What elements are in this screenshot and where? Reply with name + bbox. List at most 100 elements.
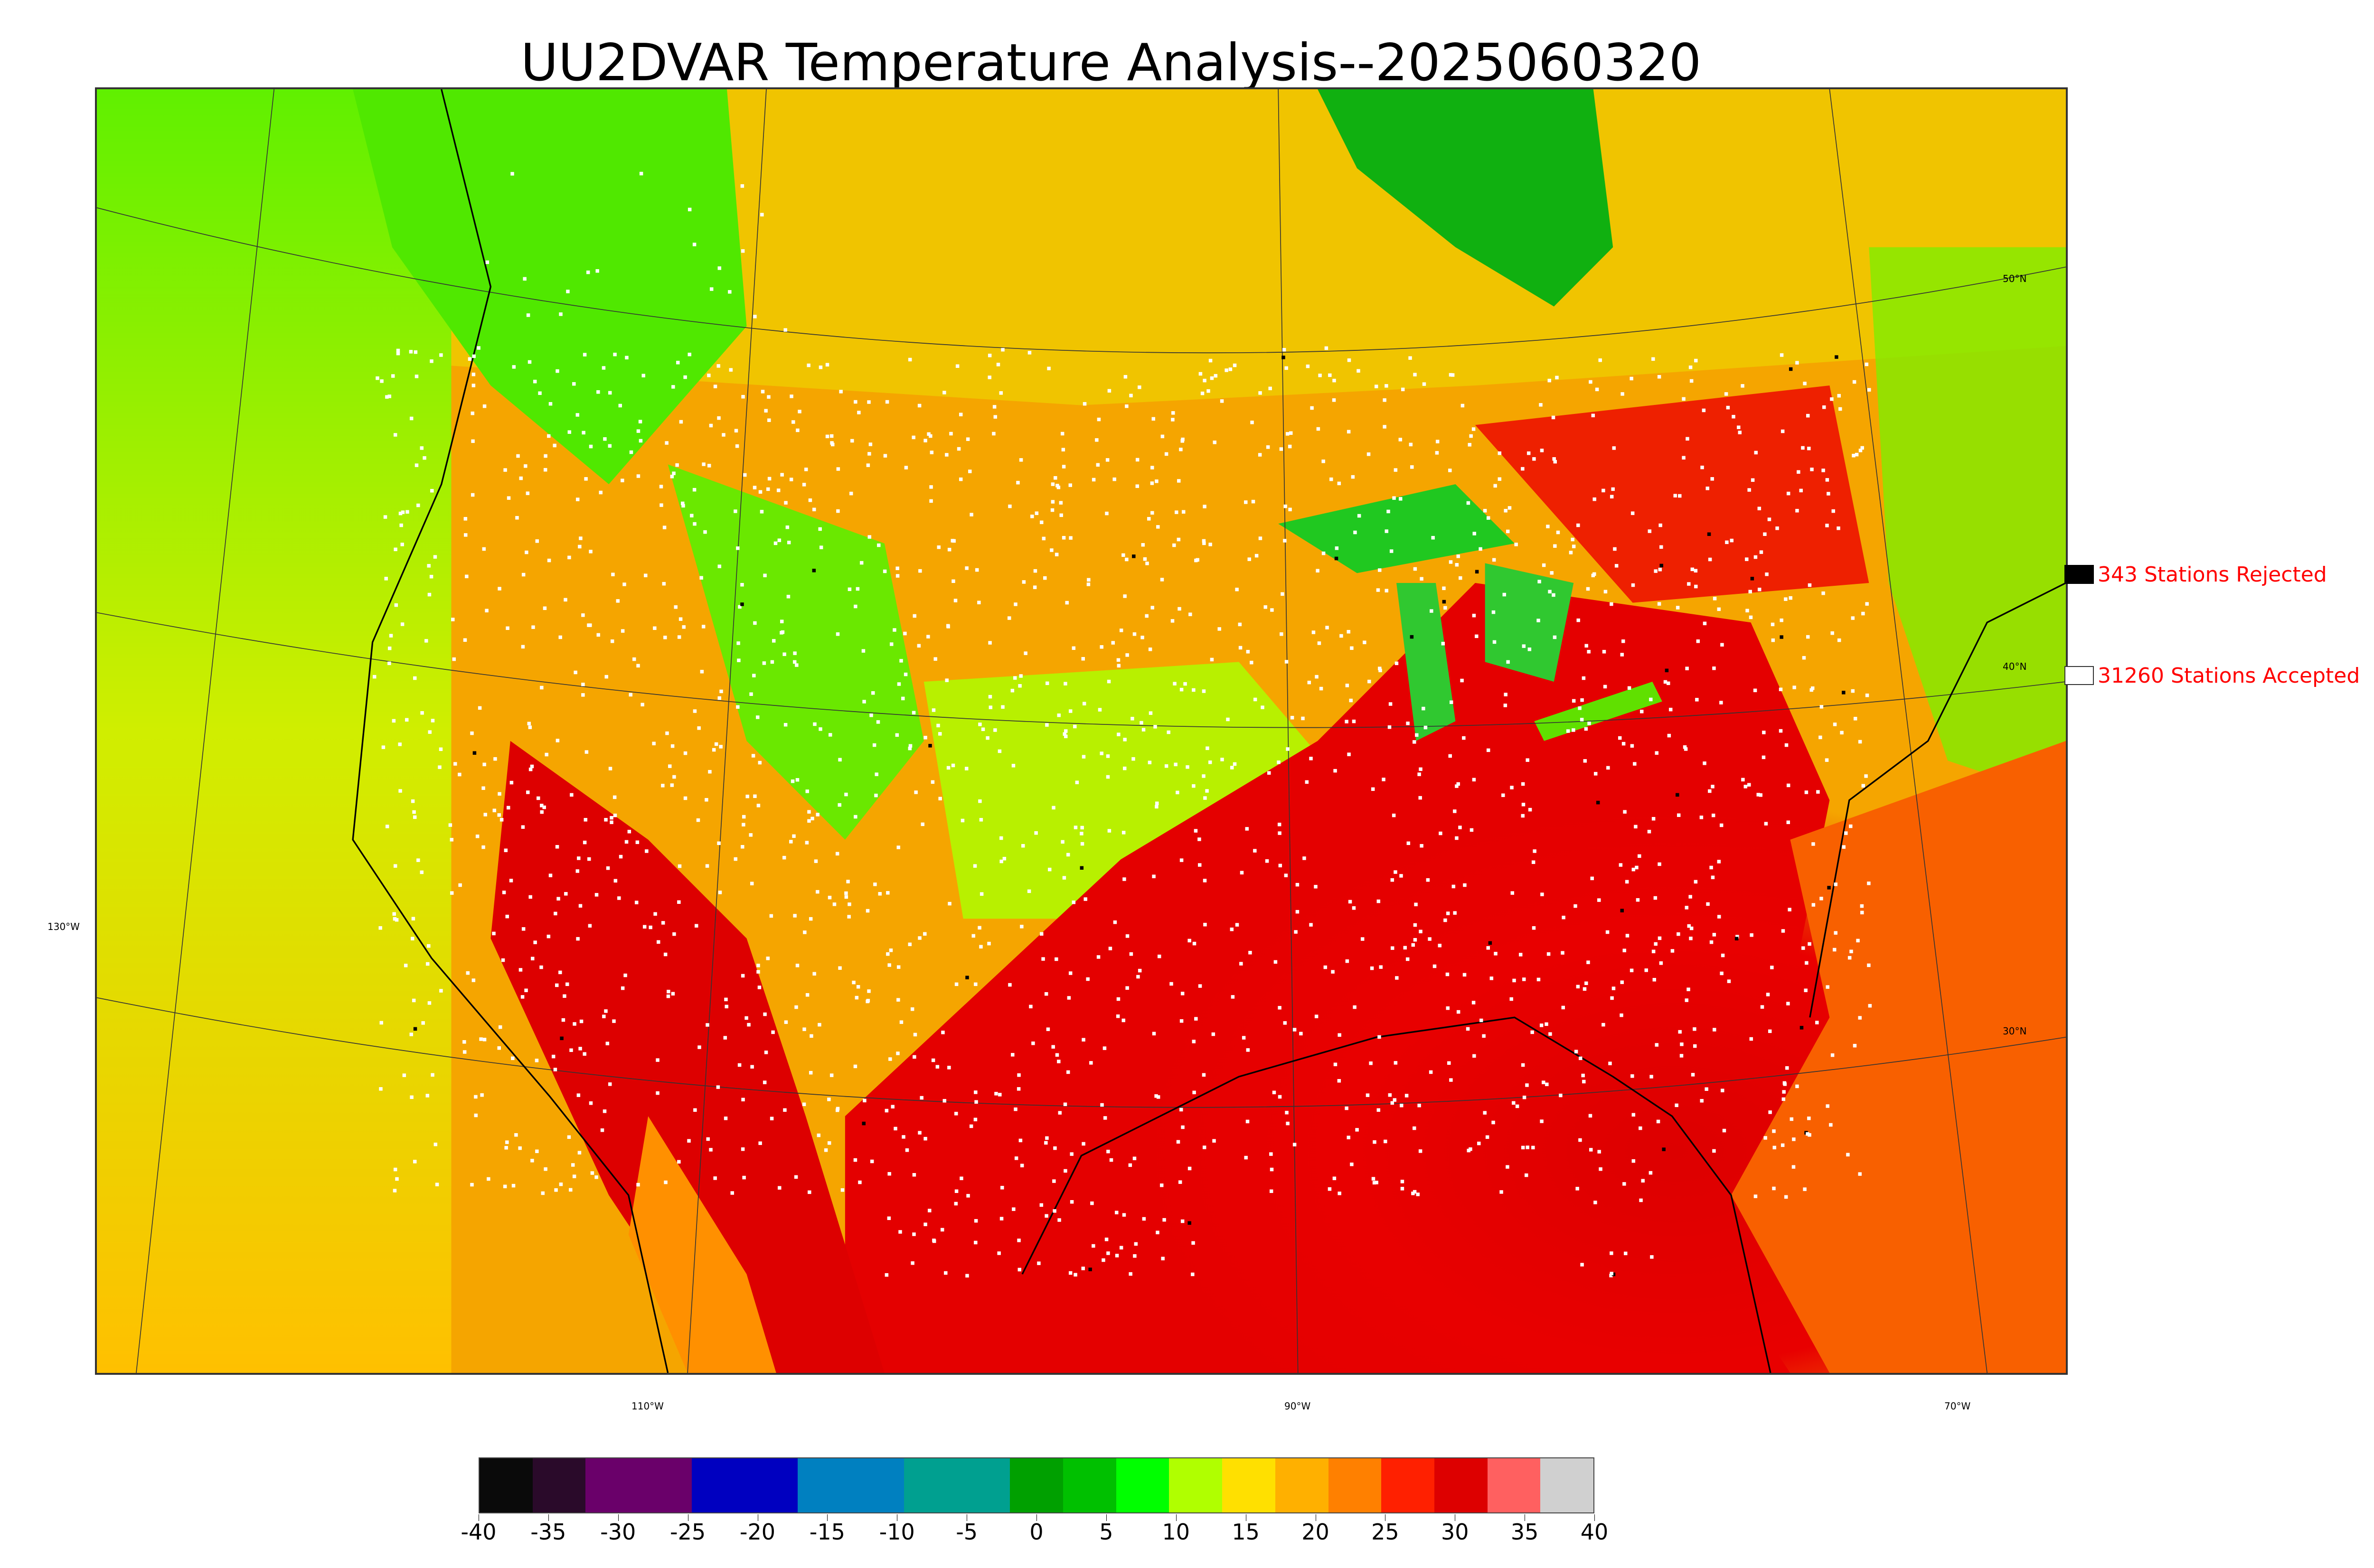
- station-marker: [538, 391, 542, 395]
- station-marker: [854, 400, 857, 404]
- station-marker: [1286, 1121, 1290, 1126]
- station-marker: [1442, 600, 1446, 604]
- station-marker: [1007, 616, 1011, 620]
- station-marker: [1080, 866, 1084, 870]
- station-marker: [795, 663, 799, 667]
- station-marker: [638, 420, 642, 423]
- station-marker: [497, 1046, 501, 1050]
- station-marker: [563, 994, 566, 998]
- station-marker: [1789, 367, 1793, 371]
- station-marker: [857, 411, 861, 414]
- station-marker: [482, 404, 487, 408]
- station-marker: [929, 434, 933, 438]
- station-marker: [1392, 496, 1396, 500]
- station-marker: [876, 720, 880, 724]
- station-marker: [1488, 941, 1492, 945]
- station-marker: [899, 659, 903, 663]
- station-marker: [1142, 1217, 1146, 1221]
- station-marker: [1013, 676, 1017, 680]
- station-marker: [736, 641, 740, 645]
- station-marker: [838, 966, 842, 970]
- station-marker: [1107, 389, 1112, 393]
- station-marker: [1245, 1119, 1250, 1124]
- station-marker: [1024, 651, 1027, 655]
- station-marker: [412, 810, 416, 814]
- station-marker: [1058, 1111, 1062, 1115]
- station-marker: [741, 394, 745, 399]
- station-marker: [578, 1047, 582, 1051]
- station-marker: [1751, 478, 1755, 482]
- station-marker: [1180, 439, 1184, 443]
- station-marker: [1662, 1147, 1666, 1151]
- station-marker: [945, 453, 949, 457]
- station-marker: [1008, 983, 1012, 987]
- station-marker: [1702, 408, 1706, 413]
- station-marker: [875, 772, 878, 776]
- station-marker: [1795, 509, 1799, 513]
- station-marker: [596, 390, 600, 394]
- station-marker: [525, 550, 528, 554]
- station-marker: [796, 428, 800, 432]
- station-marker: [1720, 643, 1724, 647]
- station-marker: [1721, 953, 1725, 958]
- colorbar-tick-label: 15: [1232, 1519, 1260, 1545]
- station-marker: [530, 1159, 534, 1163]
- station-marker: [1017, 1239, 1021, 1242]
- station-marker: [1228, 367, 1233, 371]
- station-marker: [1548, 590, 1552, 594]
- station-marker: [926, 635, 930, 638]
- station-marker: [569, 1048, 573, 1052]
- station-marker: [1858, 1172, 1862, 1176]
- station-marker: [735, 444, 739, 448]
- station-marker: [944, 1271, 948, 1275]
- station-marker: [974, 1240, 978, 1245]
- colorbar-segment: [1328, 1458, 1382, 1512]
- station-marker: [1283, 1021, 1287, 1025]
- station-marker: [652, 742, 656, 745]
- station-marker: [487, 1177, 490, 1181]
- station-marker: [1371, 787, 1375, 791]
- station-marker: [471, 384, 476, 387]
- station-marker: [1033, 585, 1037, 589]
- station-marker: [1639, 1126, 1642, 1130]
- station-marker: [1815, 1021, 1819, 1024]
- station-marker: [1191, 1272, 1195, 1277]
- station-marker: [612, 1019, 616, 1023]
- station-marker: [1181, 510, 1186, 514]
- station-marker: [577, 1151, 582, 1155]
- station-marker: [1576, 985, 1580, 989]
- station-marker: [1584, 644, 1588, 648]
- station-marker: [898, 1230, 902, 1234]
- station-marker: [1171, 411, 1175, 415]
- station-marker: [1655, 751, 1658, 755]
- station-marker: [1462, 736, 1466, 740]
- station-marker: [1763, 532, 1767, 536]
- station-marker: [1273, 960, 1278, 964]
- station-marker: [728, 290, 732, 294]
- station-marker: [1059, 513, 1063, 517]
- station-marker: [1072, 900, 1076, 904]
- station-marker: [1378, 667, 1382, 670]
- station-marker: [1589, 380, 1592, 384]
- station-marker: [1651, 357, 1655, 361]
- station-marker: [621, 629, 625, 633]
- station-marker: [1328, 373, 1332, 377]
- station-marker: [1693, 1027, 1696, 1031]
- station-marker: [1757, 587, 1762, 592]
- station-marker: [394, 547, 397, 552]
- station-marker: [817, 1133, 821, 1137]
- station-marker: [1860, 904, 1864, 908]
- station-marker: [1781, 1097, 1786, 1101]
- station-marker: [1366, 1093, 1370, 1097]
- legend-rejected: 343 Stations Rejected: [2064, 560, 2327, 589]
- station-marker: [1353, 530, 1357, 535]
- station-marker: [594, 893, 599, 897]
- station-marker: [1532, 926, 1536, 930]
- station-marker: [1640, 710, 1644, 714]
- station-marker: [917, 644, 921, 648]
- station-marker: [1469, 434, 1473, 438]
- station-marker: [528, 895, 532, 899]
- station-marker: [743, 473, 747, 477]
- station-marker: [966, 437, 970, 441]
- station-marker: [1031, 1041, 1035, 1045]
